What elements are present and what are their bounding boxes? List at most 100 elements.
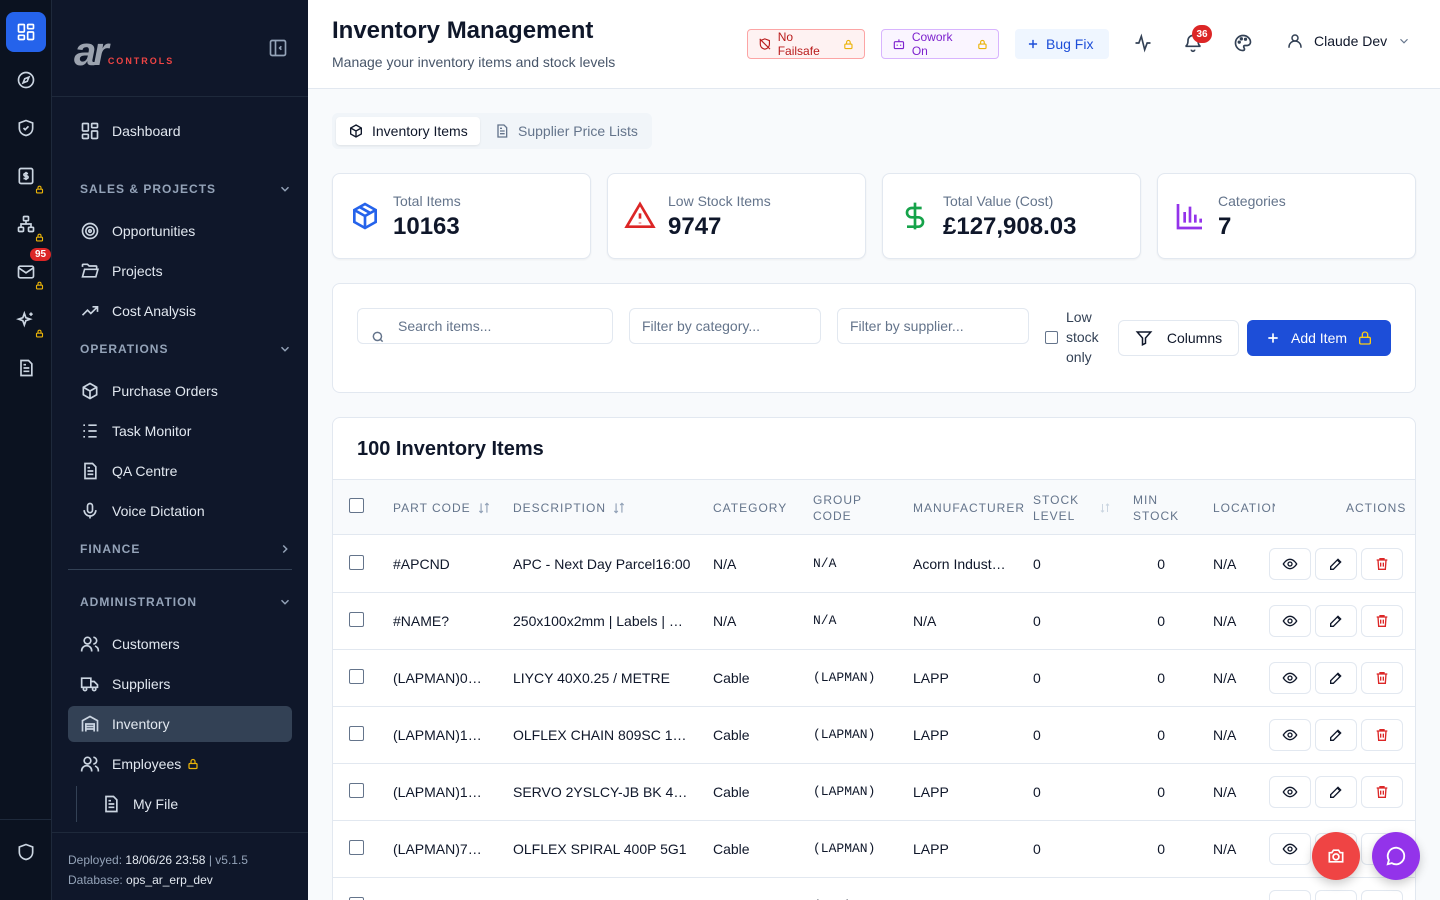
row-checkbox[interactable] — [349, 783, 364, 798]
sidebar-item-suppliers[interactable]: Suppliers — [68, 666, 292, 702]
edit-button[interactable] — [1315, 605, 1357, 637]
sort-icon — [613, 502, 625, 514]
dashboard-rail-icon[interactable] — [6, 12, 46, 52]
low-stock-toggle[interactable]: Low stock only — [1045, 307, 1099, 367]
cell-stock-level: 0 — [1033, 841, 1041, 857]
delete-button[interactable] — [1361, 662, 1403, 694]
user-menu[interactable]: Claude Dev — [1286, 32, 1411, 50]
delete-button[interactable] — [1361, 890, 1403, 900]
network-icon[interactable] — [6, 204, 46, 244]
edit-button[interactable] — [1315, 548, 1357, 580]
view-button[interactable] — [1269, 833, 1311, 865]
cell-part-code[interactable]: (LAPMAN)7012345 — [393, 841, 485, 857]
sidebar-item-voice-dictation[interactable]: Voice Dictation — [68, 493, 292, 529]
document-icon[interactable] — [6, 348, 46, 388]
edit-button[interactable] — [1315, 662, 1357, 694]
row-checkbox[interactable] — [349, 555, 364, 570]
no-failsafe-badge[interactable]: No Failsafe — [747, 29, 865, 59]
sidebar-item-projects[interactable]: Projects — [68, 253, 292, 289]
lock-icon — [1359, 331, 1372, 345]
column-header-part-code[interactable]: PART CODE — [393, 500, 491, 516]
column-header-description[interactable]: DESCRIPTION — [513, 500, 626, 516]
cell-location: N/A — [1213, 670, 1237, 686]
column-header-stock-level[interactable]: STOCK LEVEL — [1033, 492, 1111, 524]
sidebar-item-task-monitor[interactable]: Task Monitor — [68, 413, 292, 449]
mail-icon[interactable] — [6, 252, 46, 292]
columns-button[interactable]: Columns — [1118, 320, 1239, 356]
cell-part-code[interactable]: #NAME? — [393, 613, 450, 629]
row-checkbox[interactable] — [349, 612, 364, 627]
row-checkbox[interactable] — [349, 669, 364, 684]
delete-button[interactable] — [1361, 719, 1403, 751]
tab-inventory-items[interactable]: Inventory Items — [336, 117, 480, 145]
cell-part-code[interactable]: (LAPMAN)1034567 — [393, 784, 485, 800]
table-row[interactable]: (LAPMAN)1034567 SERVO 2YSLCY-JB BK 4G1.5… — [333, 764, 1415, 821]
tab-label: Supplier Price Lists — [518, 123, 638, 139]
sidebar-item-cost-analysis[interactable]: Cost Analysis — [68, 293, 292, 329]
row-checkbox[interactable] — [349, 840, 364, 855]
tab-supplier-price-lists[interactable]: Supplier Price Lists — [482, 117, 650, 145]
sidebar-item-purchase-orders[interactable]: Purchase Orders — [68, 373, 292, 409]
table-row[interactable]: (LAPMAN)7012345 OLFLEX SPIRAL 400P 5G1 C… — [333, 821, 1415, 878]
column-header-category: CATEGORY — [713, 501, 788, 515]
activity-icon[interactable] — [1133, 33, 1153, 53]
table-row[interactable]: (LAPMAN)0012345 LIYCY 40X0.25 / METRE Ca… — [333, 650, 1415, 707]
chevron-down-icon — [280, 346, 290, 352]
select-all-checkbox[interactable] — [349, 498, 364, 513]
delete-button[interactable] — [1361, 605, 1403, 637]
sidebar-item-inventory[interactable]: Inventory — [68, 706, 292, 742]
bug-fix-button[interactable]: Bug Fix — [1015, 29, 1109, 59]
sidebar-item-opportunities[interactable]: Opportunities — [68, 213, 292, 249]
section-finance[interactable]: FINANCE — [80, 539, 292, 559]
sparkles-icon[interactable] — [6, 300, 46, 340]
search-input[interactable] — [357, 308, 613, 344]
sidebar-item-qa-centre[interactable]: QA Centre — [68, 453, 292, 489]
view-button[interactable] — [1269, 662, 1311, 694]
low-stock-checkbox[interactable] — [1045, 330, 1058, 344]
company-logo[interactable]: ar CONTROLS — [74, 32, 174, 72]
section-administration[interactable]: ADMINISTRATION — [80, 592, 292, 612]
supplier-filter-input[interactable] — [837, 308, 1029, 344]
view-button[interactable] — [1269, 548, 1311, 580]
view-button[interactable] — [1269, 605, 1311, 637]
sidebar-item-customers[interactable]: Customers — [68, 626, 292, 662]
cell-part-code[interactable]: #APCND — [393, 556, 450, 572]
header-label: CODE — [813, 509, 852, 523]
delete-button[interactable] — [1361, 776, 1403, 808]
sidebar-item-label: Customers — [112, 636, 180, 652]
section-operations[interactable]: OPERATIONS — [80, 339, 292, 359]
cell-part-code[interactable]: (LAPMAN)0012345 — [393, 670, 485, 686]
category-filter-input[interactable] — [629, 308, 821, 344]
delete-button[interactable] — [1361, 548, 1403, 580]
edit-button[interactable] — [1315, 776, 1357, 808]
table-row[interactable]: (MAN)0001 (MAN)002 — [333, 878, 1415, 900]
compass-icon[interactable] — [6, 60, 46, 100]
sidebar-item-employees[interactable]: Employees — [68, 746, 292, 782]
palette-icon[interactable] — [1233, 33, 1253, 53]
table-row[interactable]: #NAME? 250x100x2mm | Labels | White N/A … — [333, 593, 1415, 650]
cowork-label: Cowork On — [911, 30, 953, 58]
view-button[interactable] — [1269, 890, 1311, 900]
shield-icon[interactable] — [6, 832, 46, 872]
screenshot-button[interactable] — [1312, 832, 1360, 880]
sidebar-item-my-file[interactable]: My File — [76, 786, 292, 822]
edit-button[interactable] — [1315, 890, 1357, 900]
table-row[interactable]: (LAPMAN)1023456 OLFLEX CHAIN 809SC 12G1 … — [333, 707, 1415, 764]
sidebar-item-dashboard[interactable]: Dashboard — [68, 113, 292, 149]
chat-button[interactable] — [1372, 832, 1420, 880]
cowork-badge[interactable]: Cowork On — [881, 29, 999, 59]
section-sales-projects[interactable]: SALES & PROJECTS — [80, 179, 292, 199]
row-checkbox[interactable] — [349, 897, 364, 900]
dollar-doc-icon[interactable] — [6, 156, 46, 196]
table-row[interactable]: #APCND APC - Next Day Parcel16:00 N/A N/… — [333, 536, 1415, 593]
view-button[interactable] — [1269, 719, 1311, 751]
row-checkbox[interactable] — [349, 726, 364, 741]
sidebar-item-label: Projects — [112, 263, 163, 279]
add-item-button[interactable]: Add Item — [1247, 320, 1391, 356]
cell-part-code[interactable]: (LAPMAN)1023456 — [393, 727, 485, 743]
sidebar-collapse-icon[interactable] — [268, 38, 288, 58]
edit-button[interactable] — [1315, 719, 1357, 751]
shield-check-icon[interactable] — [6, 108, 46, 148]
trending-up-icon — [80, 301, 100, 321]
view-button[interactable] — [1269, 776, 1311, 808]
